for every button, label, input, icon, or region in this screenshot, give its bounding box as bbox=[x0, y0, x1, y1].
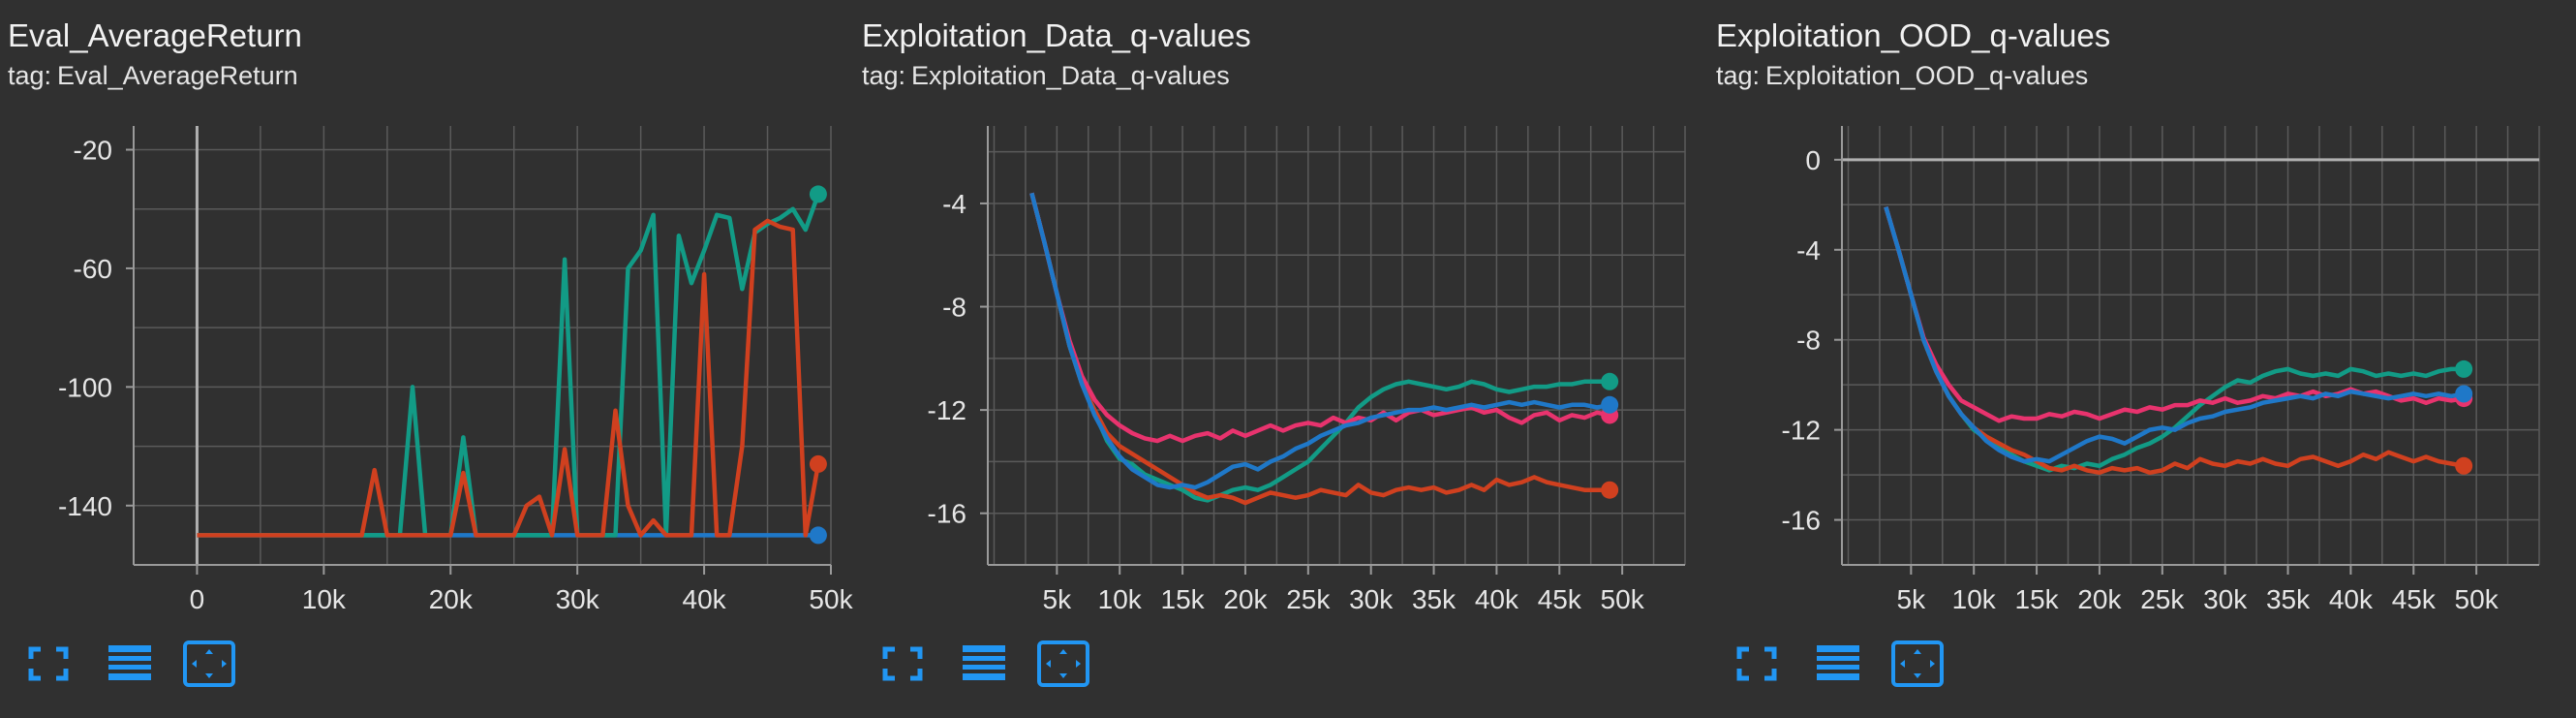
tag-value: Eval_AverageReturn bbox=[57, 61, 298, 90]
data-table-button[interactable] bbox=[103, 640, 157, 688]
tag-value: Exploitation_OOD_q-values bbox=[1765, 61, 2089, 90]
series-end-point[interactable] bbox=[2455, 359, 2473, 378]
chart-tag: tag: Exploitation_OOD_q-values bbox=[1716, 61, 2088, 91]
y-tick-label: -16 bbox=[928, 499, 966, 529]
x-tick-label: 40k bbox=[2329, 584, 2374, 614]
tag-label: tag: bbox=[862, 61, 906, 90]
x-tick-label: 40k bbox=[1475, 584, 1519, 614]
x-tick-label: 45k bbox=[1538, 584, 1582, 614]
series-line[interactable] bbox=[197, 193, 821, 538]
x-tick-label: 30k bbox=[2203, 584, 2248, 614]
y-tick-label: -8 bbox=[942, 293, 966, 323]
x-tick-label: 35k bbox=[2266, 584, 2311, 614]
x-tick-label: 15k bbox=[1161, 584, 1206, 614]
series-end-point[interactable] bbox=[1601, 372, 1619, 390]
y-tick-label: -140 bbox=[58, 491, 112, 521]
y-tick-label: -16 bbox=[1782, 506, 1821, 536]
y-tick-label: -8 bbox=[1796, 326, 1821, 356]
data-table-button[interactable] bbox=[957, 640, 1011, 688]
fit-domain-icon bbox=[183, 640, 235, 687]
series-line[interactable] bbox=[1884, 205, 2465, 423]
y-tick-label: -100 bbox=[58, 372, 112, 402]
grid bbox=[1842, 126, 2540, 566]
fullscreen-button[interactable] bbox=[1730, 640, 1784, 688]
fullscreen-icon bbox=[882, 646, 923, 681]
x-tick-label: 10k bbox=[1098, 584, 1143, 614]
x-tick-label: 20k bbox=[429, 584, 474, 614]
x-tick-label: 25k bbox=[1286, 584, 1331, 614]
chart-title: Eval_AverageReturn bbox=[8, 17, 302, 53]
chart-title: Exploitation_OOD_q-values bbox=[1716, 17, 2111, 53]
chart-card-exploitation-ood-q-values: Exploitation_OOD_q-values tag: Exploitati… bbox=[1708, 0, 2541, 718]
series-end-point[interactable] bbox=[2455, 385, 2473, 403]
grid bbox=[133, 126, 832, 566]
series-end-point[interactable] bbox=[1601, 395, 1619, 414]
series-line[interactable] bbox=[1884, 205, 2465, 464]
x-tick-label: 40k bbox=[683, 584, 727, 614]
series-end-point[interactable] bbox=[809, 185, 827, 203]
x-tick-label: 50k bbox=[1601, 584, 1645, 614]
chart-toolbar bbox=[21, 640, 312, 688]
series-line[interactable] bbox=[1029, 192, 1610, 444]
series-line[interactable] bbox=[1029, 192, 1610, 506]
x-tick-label: 5k bbox=[1897, 584, 1927, 614]
line-chart[interactable]: 5k 10k 15k 20k 25k 30k 35k 40k 45k 50k -4 -8 -12 -16 bbox=[854, 107, 1687, 630]
fit-domain-button[interactable] bbox=[182, 640, 236, 688]
chart-toolbar bbox=[1730, 640, 2020, 688]
tag-value: Exploitation_Data_q-values bbox=[911, 61, 1230, 90]
x-tick-label: 25k bbox=[2140, 584, 2185, 614]
fit-domain-button[interactable] bbox=[1036, 640, 1090, 688]
chart-title: Exploitation_Data_q-values bbox=[862, 17, 1251, 53]
y-tick-label: -12 bbox=[928, 395, 966, 425]
series-line[interactable] bbox=[1029, 192, 1610, 490]
x-tick-label: 20k bbox=[1223, 584, 1268, 614]
chart-card-exploitation-data-q-values: Exploitation_Data_q-values tag: Exploitat… bbox=[854, 0, 1687, 718]
tag-label: tag: bbox=[8, 61, 52, 90]
fit-domain-icon bbox=[1037, 640, 1089, 687]
fit-domain-button[interactable] bbox=[1890, 640, 1945, 688]
x-tick-label: 30k bbox=[556, 584, 600, 614]
x-tick-label: 5k bbox=[1043, 584, 1073, 614]
data-table-icon bbox=[963, 645, 1005, 680]
series-line[interactable] bbox=[197, 218, 821, 538]
fullscreen-button[interactable] bbox=[21, 640, 76, 688]
y-tick-label: -4 bbox=[1796, 235, 1821, 265]
x-tick-label: 0 bbox=[190, 584, 205, 614]
y-tick-label: -12 bbox=[1782, 416, 1821, 446]
series-end-point[interactable] bbox=[809, 526, 827, 545]
data-table-button[interactable] bbox=[1811, 640, 1865, 688]
x-tick-label: 20k bbox=[2077, 584, 2122, 614]
chart-tag: tag: Eval_AverageReturn bbox=[8, 61, 298, 91]
fullscreen-icon bbox=[1736, 646, 1777, 681]
line-chart[interactable]: 0 10k 20k 30k 40k 50k -20 -60 -100 -140 bbox=[0, 107, 854, 630]
series-end-point[interactable] bbox=[2455, 456, 2473, 475]
x-tick-label: 35k bbox=[1412, 584, 1457, 614]
chart-card-eval-average-return: Eval_AverageReturn tag: Eval_AverageRetur… bbox=[0, 0, 854, 718]
chart-toolbar bbox=[875, 640, 1166, 688]
data-table-icon bbox=[108, 645, 151, 680]
x-tick-label: 45k bbox=[2392, 584, 2437, 614]
fullscreen-button[interactable] bbox=[875, 640, 930, 688]
x-tick-label: 50k bbox=[2455, 584, 2499, 614]
x-tick-label: 30k bbox=[1349, 584, 1394, 614]
x-tick-label: 50k bbox=[809, 584, 853, 614]
fullscreen-icon bbox=[28, 646, 69, 681]
y-tick-label: 0 bbox=[1805, 145, 1821, 175]
x-tick-label: 10k bbox=[1952, 584, 1997, 614]
line-chart[interactable]: 5k 10k 15k 20k 25k 30k 35k 40k 45k 50k 0 -4 -8 -12 -16 bbox=[1708, 107, 2541, 630]
y-tick-label: -60 bbox=[74, 254, 112, 284]
fit-domain-icon bbox=[1891, 640, 1944, 687]
series-end-point[interactable] bbox=[1601, 481, 1619, 499]
x-tick-label: 10k bbox=[302, 584, 347, 614]
y-tick-label: -4 bbox=[942, 189, 966, 219]
y-tick-label: -20 bbox=[74, 135, 112, 165]
x-tick-label: 15k bbox=[2015, 584, 2060, 614]
data-table-icon bbox=[1817, 645, 1859, 680]
grid bbox=[988, 126, 1686, 566]
chart-tag: tag: Exploitation_Data_q-values bbox=[862, 61, 1230, 91]
tag-label: tag: bbox=[1716, 61, 1761, 90]
series-end-point[interactable] bbox=[809, 454, 827, 473]
